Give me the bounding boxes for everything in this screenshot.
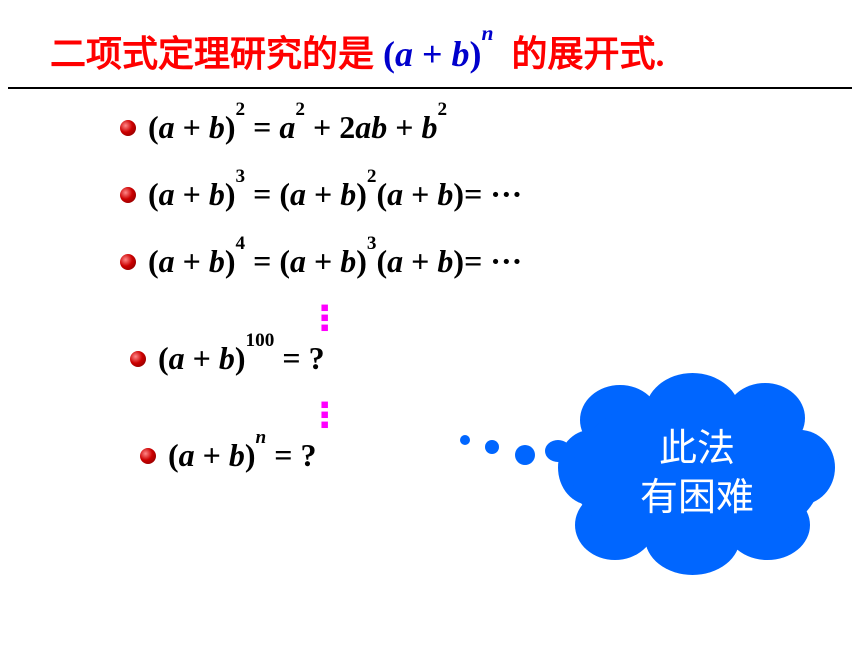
thought-cloud: 此法 有困难 [550, 375, 825, 560]
bullet-icon [120, 187, 136, 203]
thought-dot-icon [485, 440, 499, 454]
slide-title: 二项式定理研究的是 (a + b)n 的展开式. [0, 0, 860, 87]
thought-dot-icon [515, 445, 535, 465]
bullet-icon [140, 448, 156, 464]
bullet-icon [130, 351, 146, 367]
cloud-text: 此法 有困难 [572, 425, 822, 524]
title-text-1: 二项式定理研究的是 [50, 34, 374, 74]
equation-row-4: (a + b)100 = ? [130, 340, 860, 377]
bullet-icon [120, 254, 136, 270]
bullet-icon [120, 120, 136, 136]
vertical-dots: ▪ ▪ ▪ [320, 397, 330, 427]
vertical-dots: ▪ ▪ ▪ [320, 300, 330, 330]
equation-row-2: (a + b)3 = (a + b)2(a + b)= ··· [120, 176, 860, 213]
equation-row-1: (a + b)2 = a2 + 2ab + b2 [120, 109, 860, 146]
title-formula: (a + b)n [383, 34, 503, 74]
title-text-2: 的展开式. [512, 34, 665, 74]
equation-row-3: (a + b)4 = (a + b)3(a + b)= ··· [120, 243, 860, 280]
thought-dot-icon [460, 435, 470, 445]
